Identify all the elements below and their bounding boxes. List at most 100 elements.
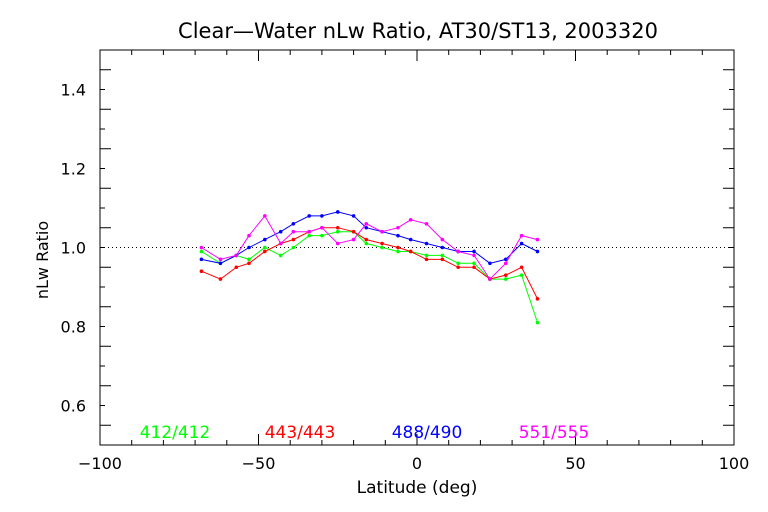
data-point	[199, 269, 204, 274]
y-tick-label: 0.6	[61, 397, 86, 416]
y-tick-label: 1.2	[61, 160, 86, 179]
data-point	[535, 249, 540, 254]
data-point	[472, 249, 476, 254]
data-point	[424, 257, 429, 262]
data-point	[440, 257, 445, 262]
y-tick-label: 1.0	[61, 239, 86, 258]
data-point	[519, 241, 524, 246]
data-point	[291, 222, 296, 226]
data-point	[424, 253, 429, 258]
legend-entry: 412/412	[140, 423, 211, 443]
data-point	[218, 261, 223, 266]
data-point	[263, 245, 267, 250]
data-point	[396, 233, 400, 238]
y-axis-ticks: 0.6 0.8 1.0 1.2 1.4	[61, 49, 734, 446]
data-point	[247, 245, 251, 250]
data-point	[247, 257, 251, 262]
data-point	[519, 273, 524, 277]
data-point	[234, 265, 239, 270]
data-point	[456, 261, 461, 266]
data-point	[408, 218, 413, 222]
data-point	[307, 233, 312, 238]
data-point	[408, 237, 413, 242]
data-point	[364, 237, 369, 242]
data-point	[364, 225, 369, 230]
data-point	[320, 233, 324, 238]
data-point	[263, 214, 267, 218]
data-point	[380, 245, 384, 250]
data-point	[291, 245, 296, 250]
data-point	[199, 257, 204, 262]
data-point	[440, 253, 445, 258]
data-point	[472, 253, 476, 258]
data-point	[380, 229, 384, 234]
data-point	[535, 297, 540, 301]
data-point	[488, 261, 492, 266]
data-point	[380, 241, 384, 246]
data-point	[351, 214, 356, 218]
data-point	[263, 237, 267, 242]
data-point	[234, 253, 239, 258]
data-point	[278, 229, 283, 234]
data-point	[472, 265, 476, 270]
data-point	[424, 241, 429, 246]
x-axis-ticks: −100 −50 0 50 100	[78, 50, 749, 473]
data-point	[424, 222, 429, 226]
data-point	[440, 245, 445, 250]
x-tick-label: 50	[565, 454, 585, 473]
data-point	[199, 245, 204, 250]
data-point	[488, 277, 492, 281]
data-point	[351, 229, 356, 234]
data-point	[364, 222, 369, 226]
data-point	[278, 241, 283, 246]
x-tick-label: −100	[78, 454, 122, 473]
data-point	[278, 253, 283, 258]
data-point	[335, 225, 340, 230]
data-point	[396, 249, 400, 254]
data-point	[503, 277, 508, 281]
data-point	[396, 245, 400, 250]
data-point	[456, 265, 461, 270]
data-point	[396, 225, 400, 230]
series-443-443	[199, 225, 540, 301]
data-point	[503, 257, 508, 262]
data-point	[291, 229, 296, 234]
data-point	[503, 261, 508, 266]
data-point	[503, 273, 508, 277]
data-point	[218, 257, 223, 262]
data-point	[535, 320, 540, 325]
data-point	[456, 249, 461, 254]
data-point	[247, 233, 251, 238]
data-point	[351, 237, 356, 242]
data-point	[335, 241, 340, 246]
data-point	[335, 229, 340, 234]
series-layer	[199, 210, 540, 325]
y-tick-label: 1.4	[61, 81, 86, 100]
data-point	[519, 265, 524, 270]
data-point	[320, 214, 324, 218]
data-point	[408, 249, 413, 254]
legend-entry: 551/555	[519, 423, 590, 443]
data-point	[472, 261, 476, 266]
data-point	[519, 233, 524, 238]
x-tick-label: 100	[719, 454, 750, 473]
data-point	[364, 241, 369, 246]
data-point	[291, 237, 296, 242]
chart-title: Clear—Water nLw Ratio, AT30/ST13, 200332…	[178, 19, 658, 43]
series-551-555	[199, 214, 540, 281]
data-point	[307, 214, 312, 218]
data-point	[263, 249, 267, 254]
data-point	[218, 277, 223, 281]
data-point	[320, 225, 324, 230]
data-point	[535, 237, 540, 242]
series-488-490	[199, 210, 540, 266]
y-axis-label: nLw Ratio	[33, 221, 52, 299]
data-point	[440, 237, 445, 242]
legend-entry: 488/490	[392, 423, 463, 443]
legend: 412/412 443/443 488/490 551/555	[140, 423, 590, 443]
x-tick-label: −50	[242, 454, 276, 473]
y-tick-label: 0.8	[61, 318, 86, 337]
data-point	[307, 229, 312, 234]
